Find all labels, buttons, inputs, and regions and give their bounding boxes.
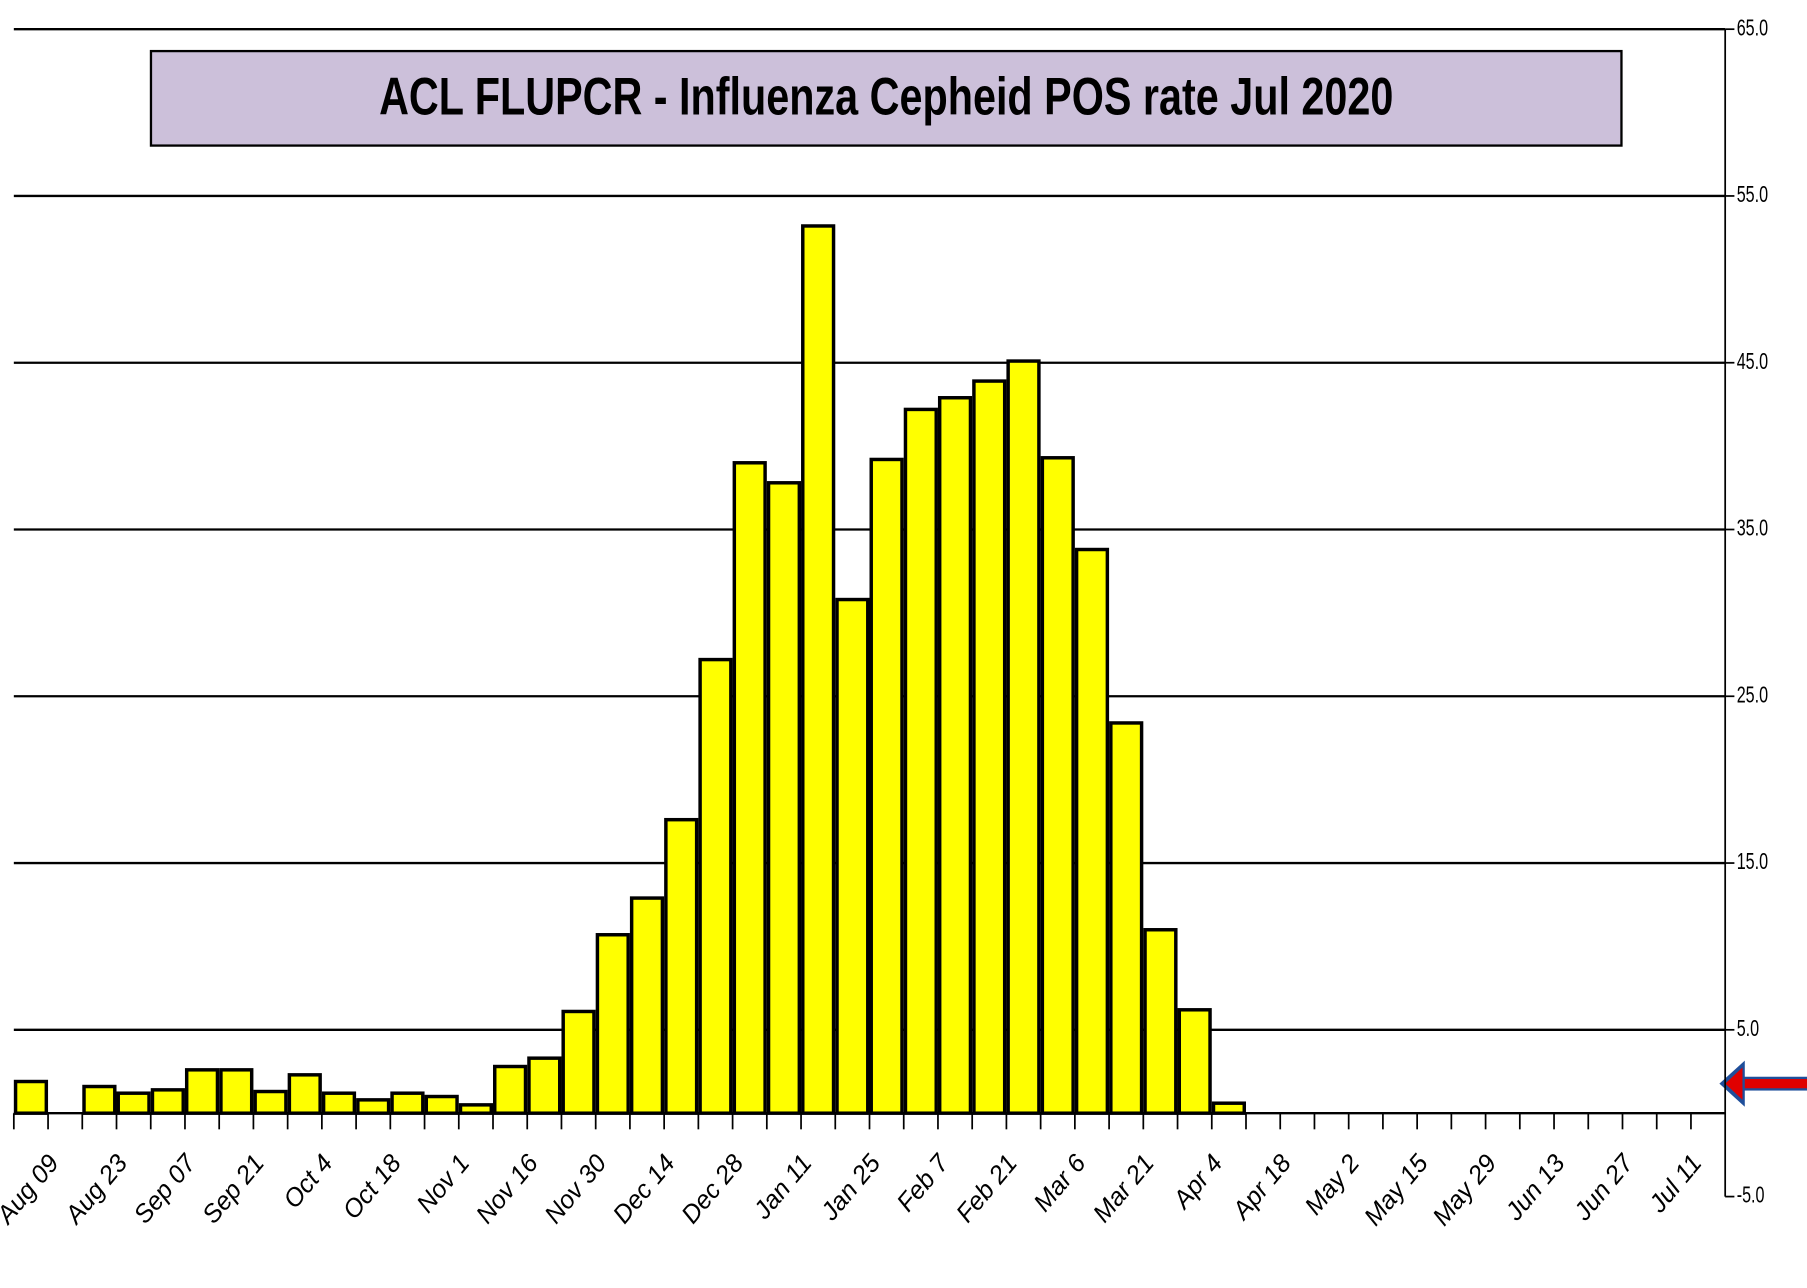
x-tick-label: Mar 21 <box>1088 1149 1160 1227</box>
bar <box>150 1088 185 1115</box>
bar <box>766 481 802 1115</box>
title-box <box>149 49 1623 147</box>
x-tick-label: Feb 21 <box>951 1149 1023 1227</box>
bar <box>937 396 973 1115</box>
bar <box>219 1068 254 1115</box>
x-tick-label: Jun 13 <box>1500 1149 1571 1226</box>
bar <box>664 817 699 1115</box>
x-tick-label: Jul 11 <box>1643 1149 1707 1218</box>
bar <box>835 597 870 1115</box>
y-tick-label: 35.0 <box>1737 516 1768 541</box>
bar <box>561 1009 596 1115</box>
x-tick-label: Nov 1 <box>411 1149 475 1218</box>
bar <box>356 1098 391 1115</box>
bar <box>82 1084 117 1115</box>
bar <box>13 1079 49 1115</box>
x-tick-label: May 15 <box>1359 1149 1434 1231</box>
x-tick-label: Feb 7 <box>891 1149 955 1217</box>
bar <box>1211 1101 1247 1115</box>
bar <box>253 1089 288 1115</box>
x-tick-label: May 29 <box>1427 1149 1502 1231</box>
x-tick-label: Apr 4 <box>1167 1149 1229 1215</box>
x-tick-label: Mar 6 <box>1028 1149 1092 1217</box>
x-tick-label: Oct 4 <box>278 1149 338 1213</box>
bar <box>184 1068 220 1115</box>
x-tick-label: Aug 23 <box>59 1149 133 1230</box>
bar <box>321 1091 357 1115</box>
bar <box>869 457 904 1115</box>
bar <box>1143 928 1178 1115</box>
bar <box>116 1091 151 1115</box>
x-tick-label: Jun 27 <box>1568 1149 1640 1227</box>
y-tick-label: 25.0 <box>1737 683 1768 708</box>
bar <box>1109 721 1144 1115</box>
y-tick-label: 65.0 <box>1737 16 1768 41</box>
bar <box>1006 359 1041 1115</box>
x-tick-label: Dec 28 <box>676 1149 749 1229</box>
bar <box>801 224 836 1115</box>
bar <box>1040 456 1075 1115</box>
bar <box>1177 1008 1212 1115</box>
y-tick-label: 5.0 <box>1737 1016 1759 1041</box>
bar <box>972 379 1007 1115</box>
x-tick-label: Sep 07 <box>129 1149 203 1229</box>
y-tick-label: -5.0 <box>1737 1183 1765 1208</box>
bar <box>698 657 733 1115</box>
y-tick-label: 45.0 <box>1737 349 1768 374</box>
y-tick-label: 15.0 <box>1737 849 1768 874</box>
x-tick-label: May 2 <box>1300 1149 1366 1220</box>
x-tick-label: Oct 18 <box>338 1149 407 1224</box>
bar <box>527 1056 562 1115</box>
x-tick-label: Sep 21 <box>197 1149 270 1229</box>
y-tick-label: 55.0 <box>1737 182 1768 207</box>
bar <box>390 1091 425 1115</box>
x-tick-label: Aug 09 <box>0 1149 65 1230</box>
bar <box>458 1103 494 1115</box>
x-tick-label: Jan 25 <box>815 1149 887 1227</box>
x-tick-label: Nov 16 <box>471 1149 545 1229</box>
red-arrow <box>1719 1060 1807 1107</box>
x-tick-label: Nov 30 <box>539 1149 612 1229</box>
bar <box>629 896 665 1115</box>
bar <box>424 1094 459 1115</box>
bar <box>732 461 767 1115</box>
bar <box>287 1073 322 1115</box>
bar <box>903 407 938 1115</box>
bar <box>493 1064 528 1115</box>
bar <box>595 933 630 1115</box>
chart-title: ACL FLUPCR - Influenza Cepheid POS rate … <box>379 68 1393 127</box>
x-tick-label: Jan 11 <box>748 1149 818 1225</box>
x-tick-label: Dec 14 <box>608 1149 681 1229</box>
bar <box>1074 547 1110 1115</box>
x-tick-label: Apr 18 <box>1226 1149 1297 1226</box>
